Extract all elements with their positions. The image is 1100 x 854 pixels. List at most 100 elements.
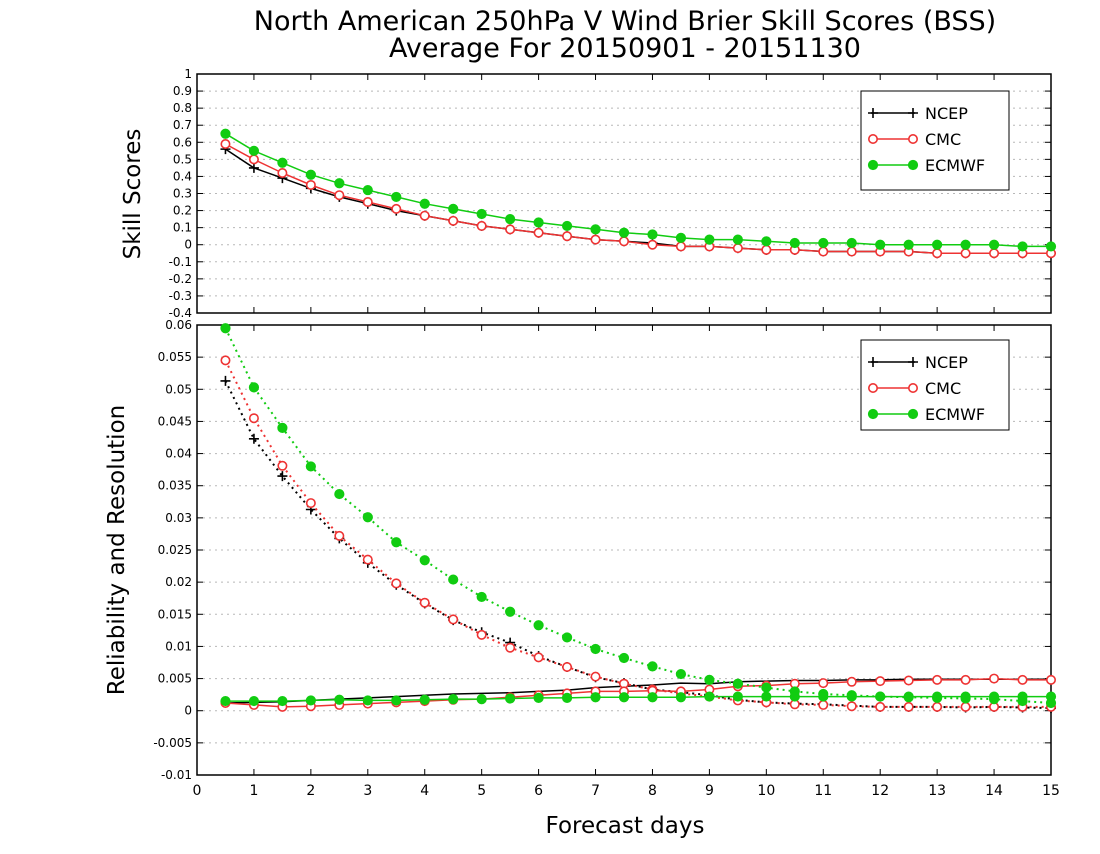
data-point — [590, 234, 601, 245]
legend-label: CMC — [925, 130, 961, 149]
data-point — [732, 678, 743, 689]
legend-marker — [908, 108, 918, 118]
data-point — [846, 691, 857, 702]
data-point — [647, 229, 658, 240]
data-point — [505, 224, 516, 235]
data-point — [704, 674, 715, 685]
data-point — [391, 695, 402, 706]
y-tick-label: -0.4 — [169, 306, 192, 320]
data-point — [960, 691, 971, 702]
y-tick-label: 0.6 — [173, 135, 192, 149]
bottom-y-axis-title: Reliability and Resolution — [104, 405, 130, 695]
y-tick-label: 0.055 — [158, 350, 192, 364]
data-point — [618, 652, 630, 664]
y-tick-label: -0.2 — [169, 272, 192, 286]
legend: NCEP CMC ECMWF — [860, 339, 1010, 431]
data-point — [675, 692, 687, 703]
data-point — [818, 691, 829, 702]
data-point — [1017, 241, 1028, 252]
data-point — [220, 128, 231, 139]
data-point — [419, 210, 430, 221]
data-point — [590, 671, 601, 682]
legend-marker — [867, 408, 879, 420]
y-tick-label: 0.7 — [173, 118, 192, 132]
legend-marker — [907, 382, 918, 393]
data-point — [1017, 691, 1028, 702]
x-tick-label: 15 — [1042, 783, 1060, 799]
data-point — [476, 694, 487, 705]
data-point — [932, 701, 943, 712]
data-point — [704, 691, 715, 702]
data-point — [903, 691, 914, 702]
data-point — [362, 512, 373, 523]
series-line-3 — [220, 673, 1057, 712]
y-tick-label: 0.3 — [173, 187, 192, 201]
data-point — [419, 198, 430, 209]
data-point — [818, 699, 829, 710]
data-point — [647, 692, 658, 703]
legend-marker — [867, 159, 879, 171]
data-point — [875, 691, 886, 702]
legend-label: NCEP — [925, 353, 968, 372]
data-point — [277, 460, 288, 471]
data-point — [305, 179, 316, 190]
legend-marker — [907, 159, 919, 171]
y-tick-label: 0 — [184, 238, 192, 252]
top-y-axis-title: Skill Scores — [120, 129, 146, 260]
data-point — [220, 323, 231, 334]
data-point — [675, 232, 687, 243]
data-point — [448, 215, 459, 226]
x-tick-label: 2 — [306, 783, 315, 799]
data-point — [875, 239, 886, 250]
series-cmc — [220, 138, 1057, 259]
data-point — [505, 606, 516, 617]
data-point — [590, 224, 601, 235]
data-point — [248, 413, 259, 424]
data-point — [561, 632, 573, 643]
data-point — [1045, 241, 1057, 252]
series-ecmwf — [220, 128, 1057, 252]
data-point — [277, 168, 288, 179]
data-point — [419, 555, 430, 566]
y-tick-label: 1 — [184, 67, 192, 81]
data-point — [561, 692, 573, 703]
data-point — [277, 157, 288, 168]
data-point — [277, 471, 288, 482]
data-point — [988, 691, 1000, 702]
data-point — [789, 691, 800, 702]
chart-title-line1: North American 250hPa V Wind Brier Skill… — [254, 6, 996, 37]
data-point — [960, 674, 971, 685]
data-point — [448, 694, 459, 705]
data-point — [391, 191, 402, 203]
data-point — [818, 237, 829, 249]
data-point — [875, 676, 886, 687]
data-point — [476, 591, 487, 603]
data-point — [1045, 691, 1057, 702]
y-tick-label: 0.025 — [158, 543, 192, 557]
data-point — [989, 248, 1000, 259]
series-line — [224, 359, 1051, 708]
legend-box — [860, 339, 1010, 431]
data-point — [220, 695, 231, 707]
y-tick-label: 0.015 — [158, 607, 192, 621]
data-point — [362, 554, 373, 565]
data-point — [533, 692, 544, 703]
x-tick-label: 1 — [249, 783, 258, 799]
data-point — [932, 691, 943, 702]
x-tick-label: 13 — [928, 783, 946, 799]
data-point — [419, 597, 430, 608]
legend-marker — [867, 134, 878, 145]
data-point — [704, 234, 715, 245]
data-point — [562, 661, 573, 672]
data-point — [305, 498, 316, 509]
data-point — [932, 674, 943, 685]
data-point — [277, 695, 288, 707]
data-point — [448, 203, 459, 214]
y-tick-label: 0.2 — [173, 204, 192, 218]
data-point — [618, 227, 630, 238]
data-point — [960, 239, 971, 250]
x-tick-label: 11 — [814, 783, 832, 799]
data-point — [391, 578, 402, 589]
data-point — [1046, 674, 1057, 685]
data-point — [761, 236, 772, 247]
